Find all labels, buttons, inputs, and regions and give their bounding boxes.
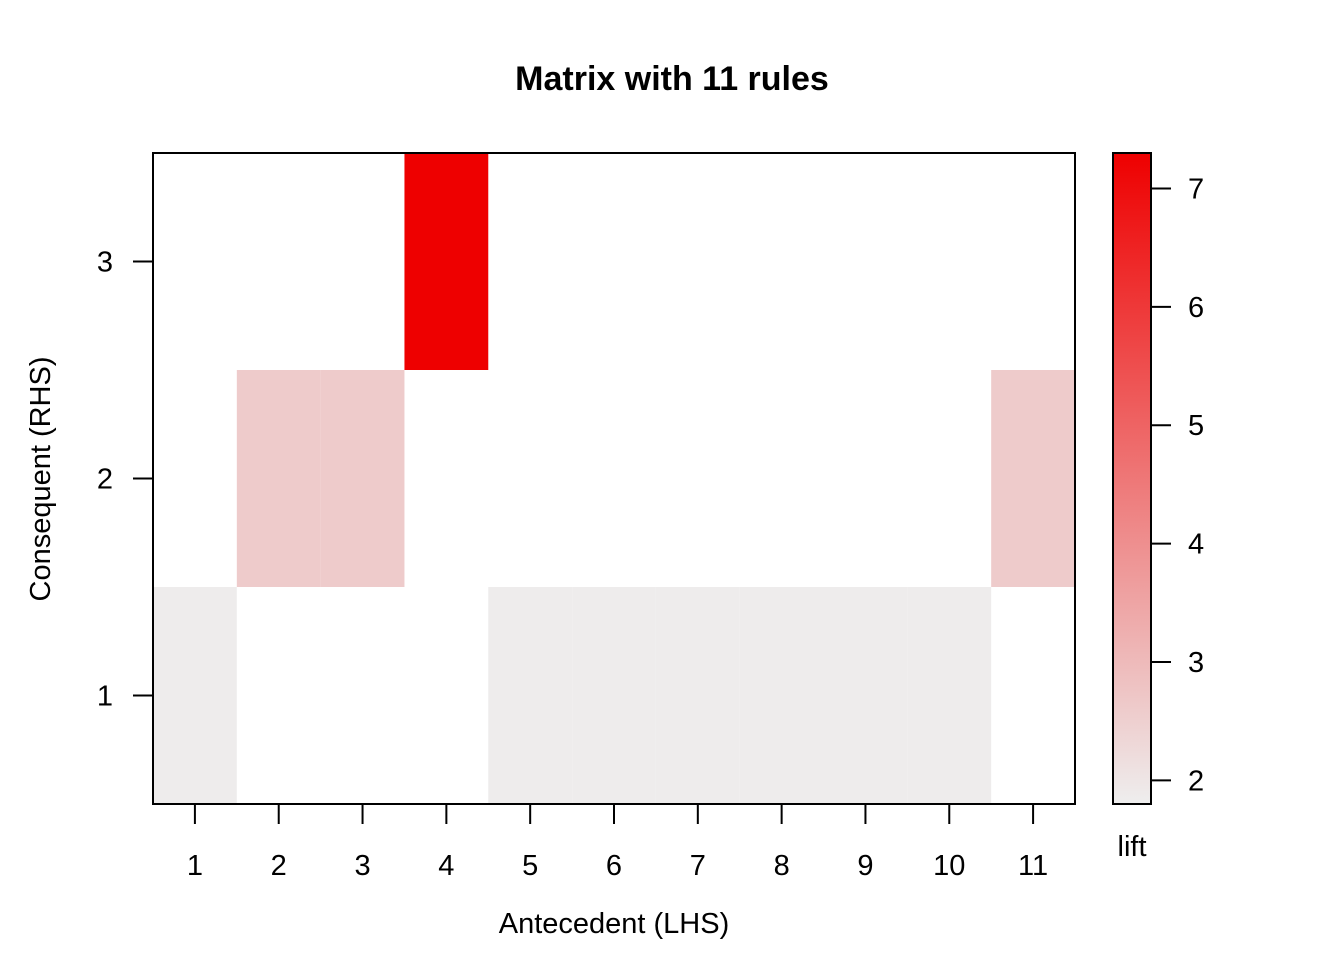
colorbar-tick-label: 4 <box>1188 529 1204 561</box>
heatmap-cell <box>572 587 656 804</box>
heatmap-cell <box>404 153 489 370</box>
heatmap-cell <box>991 370 1075 587</box>
x-tick-label: 1 <box>187 850 203 882</box>
y-tick-label: 2 <box>97 464 113 496</box>
x-tick-label: 8 <box>774 850 790 882</box>
x-tick-label: 3 <box>354 850 370 882</box>
colorbar-tick-label: 3 <box>1188 647 1204 679</box>
heatmap-cell <box>739 587 824 804</box>
x-axis-label: Antecedent (LHS) <box>499 908 730 940</box>
heatmap-cell <box>655 587 740 804</box>
heatmap-cell <box>823 587 908 804</box>
colorbar-tick-label: 7 <box>1188 174 1204 206</box>
x-tick-label: 4 <box>438 850 454 882</box>
y-axis-label: Consequent (RHS) <box>25 357 57 602</box>
chart-title: Matrix with 11 rules <box>515 60 829 98</box>
x-axis: 1 2 3 4 5 6 7 8 9 10 11 <box>187 804 1048 882</box>
y-tick-label: 3 <box>97 247 113 279</box>
colorbar-frame <box>1112 152 1152 805</box>
x-tick-label: 9 <box>857 850 873 882</box>
heatmap-cell <box>320 370 405 587</box>
x-tick-label: 2 <box>271 850 287 882</box>
heatmap-cell <box>488 587 573 804</box>
colorbar-tick-label: 6 <box>1188 292 1204 324</box>
x-tick-label: 11 <box>1018 850 1048 882</box>
colorbar-gradient <box>1113 153 1151 804</box>
x-tick-label: 7 <box>690 850 706 882</box>
x-tick-label: 6 <box>606 850 622 882</box>
heatmap-cell <box>907 587 992 804</box>
colorbar-axis: 2 3 4 5 6 7 <box>1151 174 1204 797</box>
colorbar-label: lift <box>1118 831 1147 863</box>
colorbar-tick-label: 5 <box>1188 410 1204 442</box>
x-tick-label: 10 <box>933 850 965 882</box>
heatmap-cell <box>236 370 321 587</box>
x-tick-label: 5 <box>522 850 538 882</box>
colorbar-tick-label: 2 <box>1188 765 1204 797</box>
y-tick-label: 1 <box>97 681 113 713</box>
heatmap-cell <box>153 587 237 804</box>
y-axis: 1 2 3 <box>97 247 153 713</box>
heatmap-cells <box>153 153 1075 804</box>
